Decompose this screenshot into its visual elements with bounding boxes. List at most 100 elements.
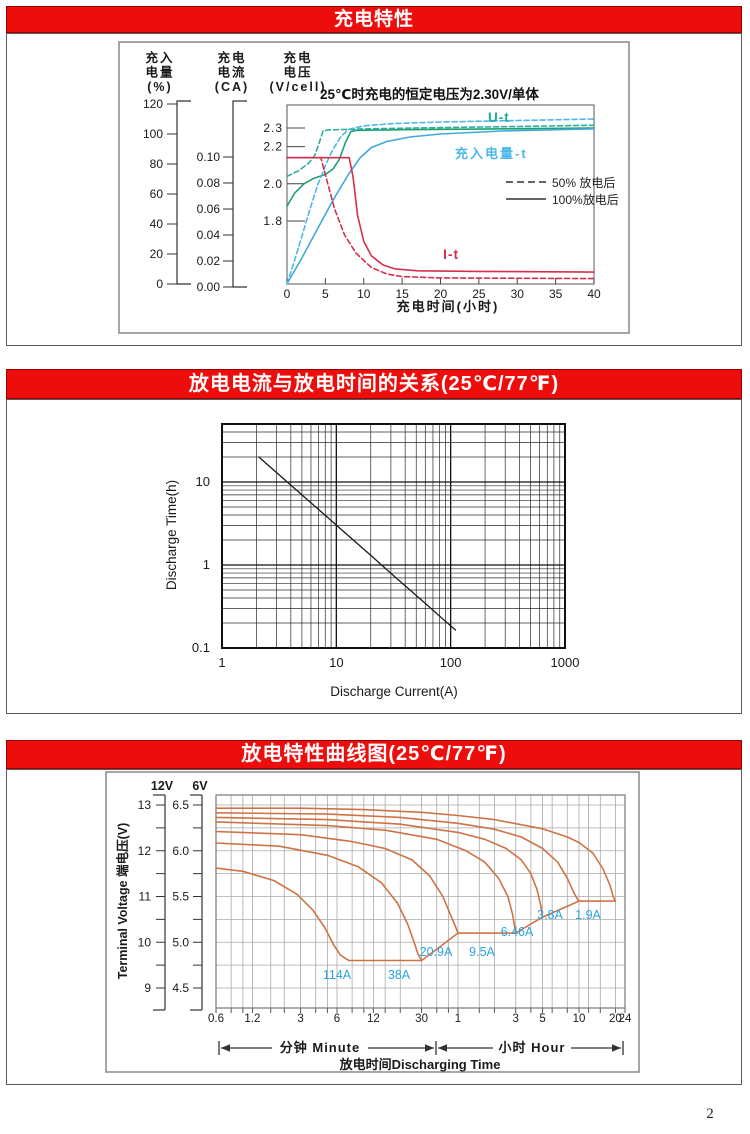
plot-frame — [221, 423, 566, 649]
x-tick-label: 1000 — [551, 655, 580, 670]
current-axis-header: 充电 — [217, 50, 246, 65]
x-tick-label: 35 — [549, 287, 563, 301]
charge-x-axis: 0 5 10 15 20 25 30 35 40 充电时间(小时) — [284, 278, 601, 314]
x-tick-label: 30 — [511, 287, 525, 301]
tick-label-6v: 5.5 — [172, 890, 189, 904]
x-axis-label: Discharge Current(A) — [330, 684, 458, 699]
x-tick-label: 6 — [334, 1013, 340, 1025]
x-tick-label: 1 — [218, 655, 225, 670]
voltage-axis-header: 电压 — [283, 65, 312, 80]
y-axis-label: Discharge Time(h) — [164, 480, 179, 590]
y-tick-label: 10 — [196, 474, 210, 489]
x-tick-label: 30 — [415, 1013, 428, 1025]
discharge-curve-1.9A — [215, 807, 617, 902]
x-tick-label: 3 — [513, 1013, 519, 1025]
capacity-tick-label: 60 — [150, 187, 164, 201]
capacity-tick-label: 80 — [150, 157, 164, 171]
voltage-tick-label: 2.2 — [263, 140, 283, 154]
x-tick-label: 1 — [455, 1013, 461, 1025]
capacity-tick-label: 0 — [156, 277, 163, 291]
discharge-time-current-chart: 10 1 0.1 1 10 100 1000 Discharge Current(A) Disc… — [164, 423, 580, 699]
x-tick-label: 10 — [573, 1013, 586, 1025]
discharge-curve-3.8A — [215, 811, 580, 902]
x-tick-label: 20 — [434, 287, 448, 301]
current-tick-label: 0.04 — [197, 228, 221, 242]
x-tick-label: 0 — [284, 287, 291, 301]
series-solid-capacity — [286, 128, 595, 285]
series-dashed-capacity — [286, 118, 595, 285]
plot-frame — [215, 794, 626, 1009]
voltage-axis-header: 充电 — [283, 50, 312, 65]
current-annotation: 9.5A — [469, 945, 495, 959]
discharge-curve-114A — [215, 867, 350, 962]
current-annotation: 6.46A — [501, 925, 534, 939]
panel-discharge-curves-title: 放电特性曲线图(25℃/77℉) — [241, 743, 507, 765]
tick-label-6v: 6.5 — [172, 798, 189, 812]
time-range-arrows: 分钟 Minute 小时 Hour — [218, 1039, 624, 1056]
loglog-grid — [222, 424, 565, 648]
current-annotation: 1.9A — [575, 908, 601, 922]
voltage-tick-label: 2.0 — [263, 177, 283, 191]
x-tick-label: 3 — [297, 1013, 303, 1025]
tick-label-6v: 4.5 — [172, 981, 189, 995]
legend: 50% 放电后 100%放电后 — [506, 175, 619, 207]
panel-discharge-relation-title: 放电电流与放电时间的关系(25℃/77℉) — [188, 373, 560, 395]
series-solid-voltage — [286, 127, 595, 207]
y-tick-label: 0.1 — [192, 640, 210, 655]
x-axis-label: 放电时间Discharging Time — [339, 1057, 501, 1072]
current-tick-label: 0.08 — [197, 176, 221, 190]
tick-label-6v: 6.0 — [172, 844, 189, 858]
chart-title: 25℃时充电的恒定电压为2.30V/单体 — [320, 86, 539, 102]
capacity-axis-header: 电量 — [145, 65, 174, 80]
x-tick-label: 25 — [472, 287, 486, 301]
panel-discharge-relation-header: 放电电流与放电时间的关系(25℃/77℉) — [6, 369, 742, 399]
current-tick-label: 0.06 — [197, 202, 221, 216]
x-tick-label: 15 — [395, 287, 409, 301]
axis-bracket-6v — [190, 794, 203, 1011]
tick-label-12v: 10 — [138, 935, 152, 949]
voltage-tick-label: 1.8 — [263, 214, 283, 228]
curve-label: 充入电量-t — [455, 146, 528, 161]
discharge-curve-9.5A — [215, 821, 517, 934]
panel-discharge-relation-body — [6, 399, 742, 714]
x-tick-label: 5 — [539, 1013, 545, 1025]
panel-discharge-curves-header: 放电特性曲线图(25℃/77℉) — [6, 740, 742, 769]
current-axis: 0.10 0.08 0.06 0.04 0.02 0.00 — [197, 100, 247, 294]
x-tick-label: 5 — [322, 287, 329, 301]
tick-label-6v: 5.0 — [172, 935, 189, 949]
y-axis-label: Terminal Voltage 端电压(V) — [115, 823, 130, 980]
discharge-curve-6.46A — [215, 816, 544, 918]
series-dashed-current — [286, 156, 595, 280]
current-tick-label: 0.10 — [197, 150, 221, 164]
current-annotation: 114A — [323, 968, 352, 982]
current-axis-header: 电流 — [217, 65, 246, 80]
capacity-axis-header: 充入 — [145, 50, 174, 65]
curve-label: I-t — [443, 246, 459, 262]
capacity-tick-label: 40 — [150, 217, 164, 231]
curve-label: U-t — [488, 110, 510, 125]
x-tick-label: 100 — [440, 655, 462, 670]
x-tick-label: 10 — [329, 655, 343, 670]
current-annotation: 3.8A — [537, 908, 563, 922]
capacity-tick-label: 20 — [150, 247, 164, 261]
series-solid-current — [286, 156, 595, 273]
charge-characteristics-chart: 1201008060402000.100.080.060.040.020.002… — [118, 41, 630, 334]
x-tick-label: 0.6 — [208, 1013, 224, 1025]
current-annotation: 20.9A — [420, 945, 453, 959]
discharge-line — [258, 456, 457, 631]
x-tick-label: 1.2 — [244, 1013, 260, 1025]
figure-box — [105, 771, 640, 1073]
capacity-tick-label: 100 — [143, 127, 163, 141]
panel-charge-header: 充电特性 — [6, 6, 742, 33]
current-tick-label: 0.00 — [197, 280, 221, 294]
capacity-tick-label: 120 — [143, 97, 163, 111]
current-annotation: 38A — [388, 968, 411, 982]
tick-label-12v: 11 — [139, 890, 152, 904]
voltage-axis-header: (V/cell) — [270, 80, 327, 94]
x-tick-label: 24 — [619, 1013, 632, 1025]
axis-bracket-12v — [153, 794, 166, 1011]
legend-label: 100%放电后 — [552, 192, 619, 207]
capacity-axis: 120 100 80 60 40 20 0 — [143, 97, 191, 291]
